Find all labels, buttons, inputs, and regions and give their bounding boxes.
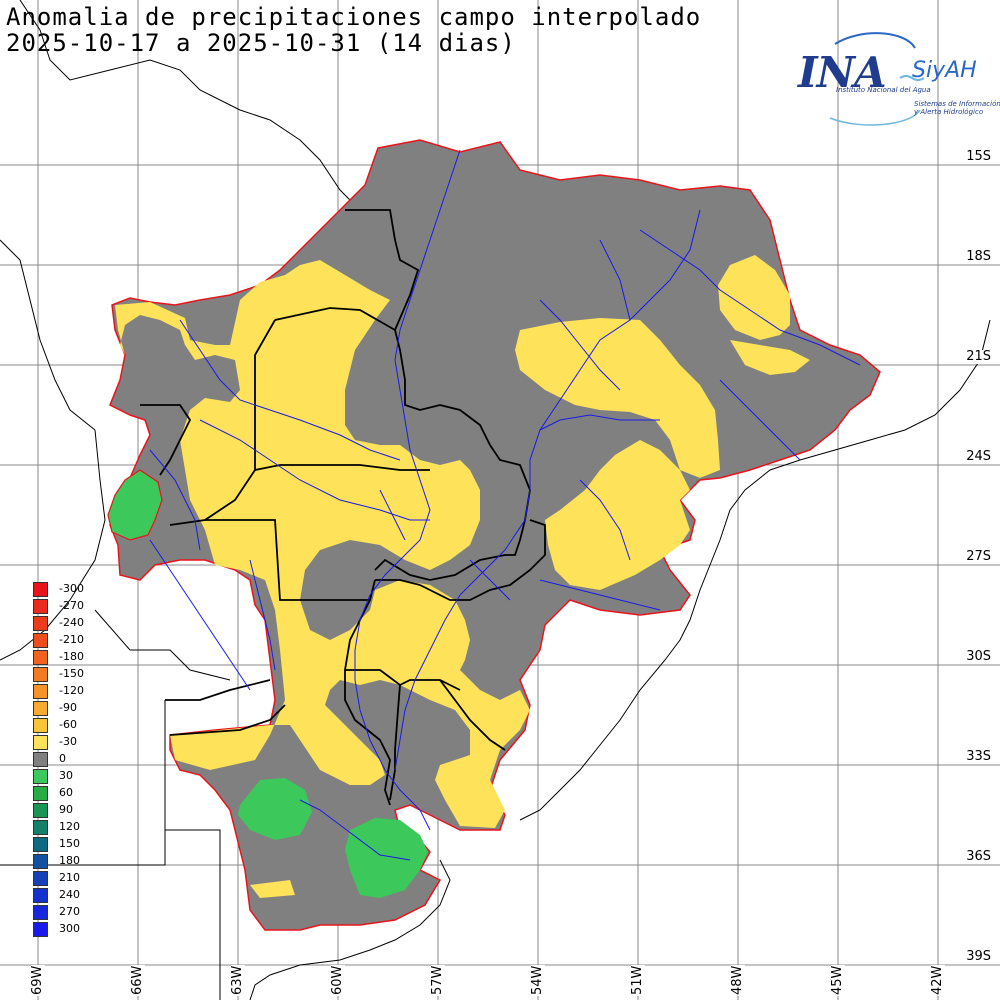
legend-label: -120	[59, 684, 84, 697]
legend-label: 60	[59, 786, 73, 799]
legend-swatch	[33, 684, 48, 699]
legend-swatch	[33, 769, 48, 784]
longitude-label: 63W	[230, 964, 245, 996]
latitude-label: 24S	[965, 449, 992, 464]
longitude-label: 45W	[830, 964, 845, 996]
basin-anomaly-field	[107, 139, 881, 931]
latitude-label: 39S	[965, 949, 992, 964]
legend-swatch	[33, 905, 48, 920]
legend-swatch	[33, 752, 48, 767]
negative-anomaly-west	[115, 260, 530, 828]
legend-label: 90	[59, 803, 73, 816]
legend-label: -90	[59, 701, 77, 714]
longitude-label: 48W	[730, 964, 745, 996]
legend-label: 300	[59, 922, 80, 935]
latitude-label: 18S	[965, 249, 992, 264]
latitude-label: 30S	[965, 649, 992, 664]
ina-siyah-logo: INA SiyAH Instituto Nacional del Agua Si…	[790, 30, 1000, 130]
legend-swatch	[33, 582, 48, 597]
longitude-label: 69W	[30, 964, 45, 996]
negative-anomaly-east	[718, 255, 790, 340]
legend-label: -180	[59, 650, 84, 663]
logo-secondary-text: SiyAH	[912, 58, 977, 83]
legend-label: 30	[59, 769, 73, 782]
longitude-label: 57W	[430, 964, 445, 996]
legend-label: 180	[59, 854, 80, 867]
legend-swatch	[33, 888, 48, 903]
legend-label: -300	[59, 582, 84, 595]
legend-swatch	[33, 701, 48, 716]
legend-label: -60	[59, 718, 77, 731]
legend-label: -150	[59, 667, 84, 680]
legend-label: -30	[59, 735, 77, 748]
political-borders	[140, 209, 546, 806]
positive-anomaly-south-west	[238, 778, 312, 840]
map-period: 2025-10-17 a 2025-10-31 (14 dias)	[6, 29, 516, 57]
latitude-label: 36S	[965, 849, 992, 864]
rivers	[149, 149, 861, 861]
legend-label: 270	[59, 905, 80, 918]
negative-anomaly-south-patch	[250, 880, 295, 898]
legend-label: -240	[59, 616, 84, 629]
logo-system-line2: y Alerta Hidrológico	[914, 108, 984, 116]
positive-anomaly-south	[345, 818, 428, 898]
legend-swatch	[33, 616, 48, 631]
latitude-label: 15S	[965, 149, 992, 164]
legend-swatch	[33, 786, 48, 801]
legend-label: 210	[59, 871, 80, 884]
longitude-label: 66W	[130, 964, 145, 996]
logo-main-text: INA	[798, 48, 887, 97]
legend-swatch	[33, 854, 48, 869]
legend-swatch	[33, 735, 48, 750]
legend-swatch	[33, 871, 48, 886]
logo-institution: Instituto Nacional del Agua	[836, 86, 931, 94]
legend-swatch	[33, 820, 48, 835]
longitude-label: 54W	[530, 964, 545, 996]
logo-system: Sistemas de Información y Alerta Hidrológ…	[914, 100, 1000, 116]
legend-swatch	[33, 667, 48, 682]
legend-swatch	[33, 837, 48, 852]
legend-swatch	[33, 718, 48, 733]
legend-label: -270	[59, 599, 84, 612]
latitude-label: 33S	[965, 749, 992, 764]
legend-swatch	[33, 599, 48, 614]
legend-label: 150	[59, 837, 80, 850]
map-title: Anomalia de precipitaciones campo interp…	[6, 3, 702, 31]
longitude-label: 60W	[330, 964, 345, 996]
legend-label: 0	[59, 752, 66, 765]
logo-system-line1: Sistemas de Información	[914, 100, 1000, 108]
longitude-label: 42W	[930, 964, 945, 996]
legend-swatch	[33, 922, 48, 937]
legend-swatch	[33, 650, 48, 665]
legend-label: 120	[59, 820, 80, 833]
negative-anomaly-northeast	[515, 318, 720, 590]
logo-swoosh-icon	[829, 32, 925, 126]
positive-anomaly-northwest	[107, 469, 163, 541]
longitude-label: 51W	[630, 964, 645, 996]
legend-swatch	[33, 633, 48, 648]
legend-label: 240	[59, 888, 80, 901]
latitude-label: 21S	[965, 349, 992, 364]
negative-anomaly-coast	[730, 340, 810, 375]
legend-label: -210	[59, 633, 84, 646]
legend-swatch	[33, 803, 48, 818]
latitude-label: 27S	[965, 549, 992, 564]
